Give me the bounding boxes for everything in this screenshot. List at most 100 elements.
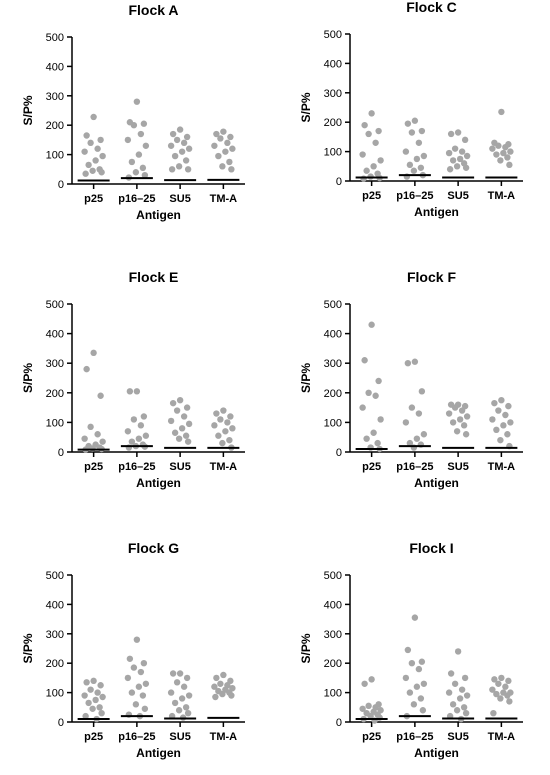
x-tick-label: SU5 (447, 731, 468, 743)
data-point (96, 704, 103, 711)
data-point (224, 419, 231, 426)
data-point (445, 149, 453, 157)
data-point (226, 158, 233, 166)
y-axis-label: S/P% (299, 363, 313, 393)
y-axis-label: S/P% (21, 95, 35, 125)
data-point (453, 163, 461, 170)
data-point (229, 145, 236, 152)
data-point (83, 365, 90, 373)
data-point (89, 445, 96, 452)
data-point (141, 705, 149, 712)
data-point (90, 677, 97, 685)
data-point (497, 695, 504, 702)
x-tick-label: p16–25 (118, 193, 155, 205)
data-point (372, 392, 379, 399)
y-tick-label: 300 (46, 629, 64, 641)
data-point (220, 407, 227, 414)
data-point (359, 151, 366, 158)
data-point (460, 422, 468, 429)
data-point (415, 665, 423, 673)
data-point (359, 705, 366, 712)
data-point (445, 689, 453, 696)
x-tick-label: p16–25 (118, 461, 155, 473)
data-point (175, 707, 183, 714)
data-point (184, 709, 192, 717)
data-point (497, 157, 504, 164)
data-point (408, 404, 416, 411)
data-point (219, 163, 226, 170)
data-point (456, 416, 464, 423)
y-axis-label: S/P% (21, 633, 35, 663)
data-point (417, 164, 425, 171)
y-tick-label: 0 (58, 447, 64, 459)
data-point (211, 422, 218, 429)
data-point (178, 425, 186, 432)
data-point (375, 377, 382, 385)
data-point (489, 145, 496, 152)
y-tick-label: 400 (324, 599, 342, 611)
data-point (167, 689, 175, 696)
data-point (463, 692, 471, 699)
data-point (415, 410, 423, 417)
data-point (451, 404, 459, 411)
data-point (94, 689, 101, 696)
data-point (449, 157, 457, 164)
data-point (462, 431, 470, 438)
panel-flock-2: Flock E 0 100 200 300 400 500 S/P% p25 p16–25 SU5 T… (21, 269, 245, 490)
data-point (375, 127, 382, 135)
x-tick-label: SU5 (447, 461, 468, 473)
data-point (406, 161, 414, 169)
data-point (504, 431, 511, 438)
data-point (365, 702, 372, 710)
data-point (449, 701, 457, 708)
data-point (228, 692, 235, 699)
y-tick-label: 0 (336, 717, 342, 729)
y-tick-label: 100 (324, 417, 342, 429)
x-tick-label: SU5 (169, 731, 190, 743)
data-point (506, 698, 513, 705)
data-point (502, 683, 509, 690)
data-point (451, 680, 459, 687)
data-point (90, 349, 97, 357)
data-point (183, 674, 191, 682)
data-point (458, 148, 466, 155)
data-point (130, 122, 138, 129)
data-point (130, 416, 138, 423)
data-point (404, 120, 412, 127)
x-tick-label: p25 (362, 190, 381, 202)
data-point (126, 655, 134, 662)
y-tick-label: 100 (324, 147, 342, 159)
y-tick-label: 100 (46, 150, 64, 162)
data-point (377, 157, 384, 164)
data-point (410, 701, 418, 708)
data-point (213, 130, 220, 138)
data-point (461, 136, 469, 144)
data-point (130, 664, 138, 671)
x-axis-label: Antigen (136, 746, 181, 760)
y-tick-label: 400 (46, 599, 64, 611)
y-tick-label: 100 (46, 688, 64, 700)
data-point (406, 439, 414, 447)
data-point (142, 680, 150, 687)
x-tick-label: p25 (84, 461, 103, 473)
data-point (141, 171, 149, 179)
data-point (365, 130, 372, 138)
data-point (217, 416, 224, 423)
data-point (413, 155, 421, 163)
data-point (180, 413, 188, 420)
x-tick-label: TM-A (488, 190, 516, 202)
x-tick-label: p25 (362, 731, 381, 743)
panel-title: Flock A (128, 2, 178, 18)
x-tick-label: SU5 (169, 193, 190, 205)
data-point (446, 166, 454, 173)
data-point (137, 130, 145, 138)
data-point (402, 674, 410, 682)
panel-title: Flock C (406, 0, 457, 15)
x-tick-label: p25 (84, 193, 103, 205)
data-point (183, 404, 191, 411)
x-tick-label: p16–25 (396, 190, 433, 202)
data-point (124, 136, 132, 144)
panel-flock-0: Flock A 0 100 200 300 400 500 S/P% p25 p16–25 SU5 T… (21, 2, 245, 222)
data-point (124, 674, 132, 682)
data-point (128, 438, 136, 445)
